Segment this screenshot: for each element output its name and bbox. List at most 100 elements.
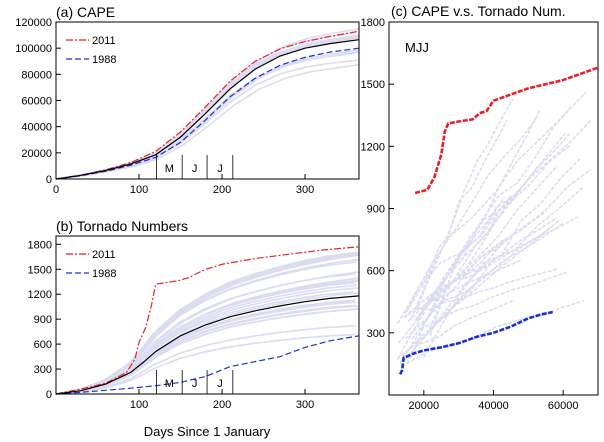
panel-b-month-label: M: [165, 378, 174, 390]
panel-a-legend-label: 1988: [92, 54, 116, 66]
panel-b-x-tick-label: 200: [213, 399, 231, 411]
panel-b-background-line: [55, 284, 357, 395]
panel-b-month-label: J: [192, 378, 198, 390]
panel-b-y-tick-label: 0: [46, 389, 52, 401]
panel-c-axis-ticks: 300 600 900 1200 1500 1800 20000 40000 60000: [361, 17, 579, 412]
panel-a-y-tick-label: 80000: [21, 69, 52, 81]
panel-c-x-tick-label: 60000: [548, 400, 579, 412]
panel-c-background-line: [422, 158, 581, 358]
panel-b-y-tick-label: 600: [34, 339, 52, 351]
panel-b-background-line: [55, 301, 356, 395]
panel-a-x-tick-label: 100: [130, 184, 148, 196]
panel-a-y-tick-label: 120000: [15, 17, 52, 29]
panel-c-background-line: [397, 196, 506, 359]
panel-c-series-line-2011: [414, 66, 599, 195]
panel-a-title: (a) CAPE: [56, 4, 115, 20]
panel-a-y-tick-label: 20000: [21, 148, 52, 160]
panel-b-axis-ticks: 0 300 600 900 1200 1500 1800 100 200 300: [28, 239, 315, 411]
panel-b-legend: 2011 1988: [66, 249, 116, 280]
panel-a-x-tick-label: 200: [213, 184, 231, 196]
panel-a-month-label: M: [165, 163, 174, 175]
panel-c-background-line: [403, 187, 584, 362]
panel-b-series-line-2011: [55, 246, 360, 395]
panel-a-month-label: J: [192, 163, 198, 175]
panel-b-legend-label: 1988: [92, 268, 116, 280]
panel-a: M J J 0 20000 40000 60000 80000 100000 120000 0 10…: [15, 4, 360, 196]
panel-b-y-tick-label: 1500: [28, 264, 52, 276]
panel-a-series: [55, 30, 360, 180]
panel-a-series-line-1988: [55, 47, 360, 180]
panel-c-background-line: [402, 259, 523, 319]
panel-c-series: [398, 66, 599, 375]
panel-c-background-line: [407, 217, 558, 322]
panel-c-annotation: MJJ: [405, 40, 429, 55]
panel-b-series-line-1988: [55, 335, 360, 395]
panel-b-x-tick-label: 100: [130, 399, 148, 411]
panel-c-x-tick-label: 20000: [409, 400, 440, 412]
panel-b-y-tick-label: 300: [34, 364, 52, 376]
panel-c-y-tick-label: 600: [367, 266, 385, 278]
panel-b-background-line: [55, 308, 358, 395]
panel-a-month-label: J: [217, 163, 223, 175]
panel-c-y-tick-label: 1800: [361, 17, 385, 29]
panel-b-month-label: J: [217, 378, 223, 390]
panel-c-y-tick-label: 900: [367, 204, 385, 216]
panel-a-y-tick-label: 60000: [21, 96, 52, 108]
panel-b-x-axis-label: Days Since 1 January: [144, 424, 271, 439]
panel-b-series-line-mean: [55, 295, 360, 395]
panel-a-y-tick-label: 40000: [21, 122, 52, 134]
panel-c-background-line: [420, 271, 568, 330]
panel-a-series-line-mean: [55, 39, 360, 180]
panel-c-background-line: [428, 133, 566, 330]
panel-c-y-tick-label: 300: [367, 328, 385, 340]
panel-b-title: (b) Tornado Numbers: [56, 218, 188, 234]
panel-b-frame: [55, 235, 360, 395]
panel-c-x-tick-label: 40000: [478, 400, 509, 412]
panel-b-y-tick-label: 1200: [28, 289, 52, 301]
panel-c-background-line: [404, 216, 579, 318]
panel-c-background-line: [406, 244, 502, 364]
panel-b-background-line: [55, 333, 356, 395]
panel-c-background-line: [415, 98, 514, 311]
panel-a-background-lines: [55, 28, 360, 180]
panel-b-series: [55, 246, 360, 395]
panel-c-background-line: [404, 223, 564, 340]
panel-c-background-line: [404, 91, 587, 314]
panel-c-series-line-1988: [398, 310, 553, 375]
panel-a-legend: 2011 1988: [66, 35, 116, 66]
panel-c-background-line: [410, 119, 509, 320]
panel-b-background-line: [55, 251, 358, 395]
panel-c-background-line: [411, 168, 591, 340]
panel-c-background-line: [397, 237, 509, 344]
panel-c-title: (c) CAPE v.s. Tornado Num.: [391, 3, 566, 19]
panel-a-legend-label: 2011: [92, 35, 116, 47]
panel-c-background-line: [425, 105, 573, 323]
panel-a-axis-ticks: 0 20000 40000 60000 80000 100000 120000 0 100 200…: [15, 17, 314, 196]
panel-b-y-tick-label: 1800: [28, 239, 52, 251]
panel-c-background-lines: [396, 91, 591, 365]
panel-a-x-tick-label: 300: [296, 184, 314, 196]
panel-a-y-tick-label: 0: [46, 174, 52, 186]
panel-b-background-line: [55, 325, 356, 395]
panel-b-y-tick-label: 900: [34, 314, 52, 326]
panel-a-background-line: [55, 28, 360, 180]
panel-a-x-tick-label: 0: [53, 184, 59, 196]
panel-c-y-tick-label: 1500: [361, 79, 385, 91]
panel-b-legend-label: 2011: [92, 249, 116, 261]
panel-b: M J J 0 300 600 900 1200 1500 1800 100 200 300 (b) …: [28, 218, 360, 439]
panel-a-y-tick-label: 100000: [15, 43, 52, 55]
panel-a-background-line: [55, 49, 360, 180]
panel-c-background-line: [406, 116, 538, 312]
panel-b-x-tick-label: 300: [296, 399, 314, 411]
panel-c-y-tick-label: 1200: [361, 141, 385, 153]
panel-c-background-line: [406, 299, 585, 365]
panel-a-series-line-2011: [55, 30, 360, 180]
panel-c-background-line: [425, 120, 591, 309]
panel-c: 300 600 900 1200 1500 1800 20000 40000 60000 (c)…: [361, 3, 599, 412]
panel-c-background-line: [427, 268, 559, 312]
panel-b-background-line: [55, 258, 360, 395]
panel-c-background-line: [423, 133, 570, 309]
